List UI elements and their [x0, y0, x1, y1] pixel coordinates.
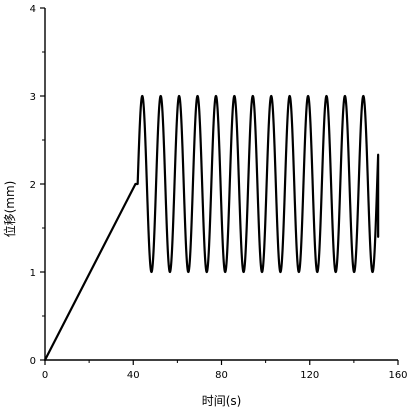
x-tick-label: 120 — [300, 370, 319, 381]
y-tick-label: 0 — [30, 356, 36, 367]
ticks — [40, 7, 399, 365]
x-tick-label: 40 — [127, 370, 140, 381]
y-axis-title: 位移(mm) — [2, 181, 17, 238]
y-tick-label: 4 — [30, 4, 36, 15]
x-tick-label: 0 — [42, 370, 48, 381]
x-axis-title: 时间(s) — [202, 394, 242, 408]
y-tick-label: 1 — [30, 268, 36, 279]
y-tick-label: 3 — [30, 92, 36, 103]
y-tick-label: 2 — [30, 180, 36, 191]
tick-labels: 0 40 80 120 160 0 1 2 3 4 — [30, 4, 408, 381]
x-tick-label: 80 — [215, 370, 228, 381]
x-tick-label: 160 — [388, 370, 407, 381]
displacement-series-line — [43, 94, 380, 362]
